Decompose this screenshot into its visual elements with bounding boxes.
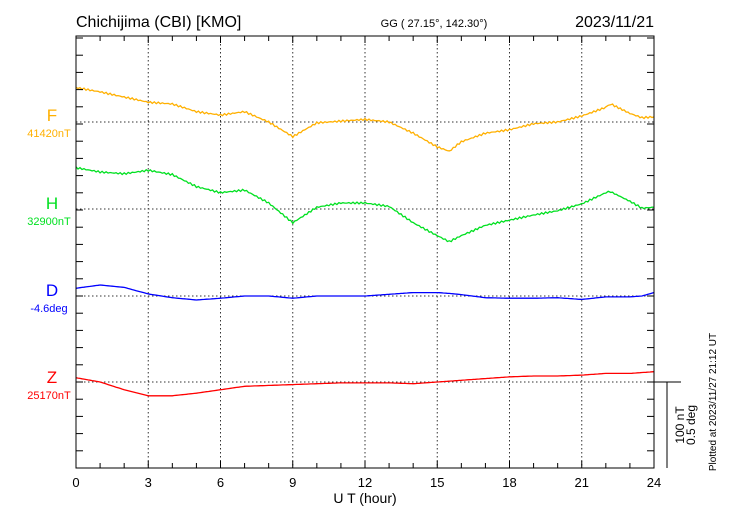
x-axis-label: U T (hour) <box>333 490 396 506</box>
x-tick-label: 6 <box>217 475 224 490</box>
chart-date: 2023/11/21 <box>575 14 654 31</box>
series-name-z: Z <box>47 368 57 387</box>
axes <box>75 35 655 469</box>
series-name-f: F <box>47 106 57 125</box>
series-line-h <box>75 166 655 243</box>
series-line-d <box>75 284 655 301</box>
x-tick-label: 18 <box>502 475 516 490</box>
x-tick-labels: 0 3 6 9 12 15 18 21 24 <box>72 475 661 490</box>
scale-nT-label: 100 nT <box>673 406 687 444</box>
x-tick-label: 12 <box>358 475 372 490</box>
series-labels: F 41420nT H 32900nT D -4.6deg Z 25170nT <box>27 106 71 402</box>
series-group <box>75 86 655 397</box>
series-name-d: D <box>46 281 58 300</box>
x-tick-label: 21 <box>575 475 589 490</box>
x-tick-label: 15 <box>430 475 444 490</box>
x-tick-label: 9 <box>289 475 296 490</box>
chart-title: Chichijima (CBI) [KMO] <box>76 14 241 31</box>
baseline-label-f: 41420nT <box>27 128 71 140</box>
scale-bar: 100 nT 0.5 deg <box>654 381 698 468</box>
baseline-label-d: -4.6deg <box>30 303 67 315</box>
series-line-z <box>75 371 655 397</box>
scale-deg-label: 0.5 deg <box>684 405 698 445</box>
baseline-label-z: 25170nT <box>27 390 71 402</box>
baseline-label-h: 32900nT <box>27 216 71 228</box>
grid <box>76 36 654 468</box>
series-line-f <box>75 86 655 152</box>
x-tick-label: 3 <box>145 475 152 490</box>
series-name-h: H <box>46 194 58 213</box>
plotted-at-footer: Plotted at 2023/11/27 21:12 UT <box>708 333 719 471</box>
x-tick-label: 24 <box>647 475 661 490</box>
station-coords: GG ( 27.15°, 142.30°) <box>381 18 488 30</box>
x-tick-label: 0 <box>72 475 79 490</box>
